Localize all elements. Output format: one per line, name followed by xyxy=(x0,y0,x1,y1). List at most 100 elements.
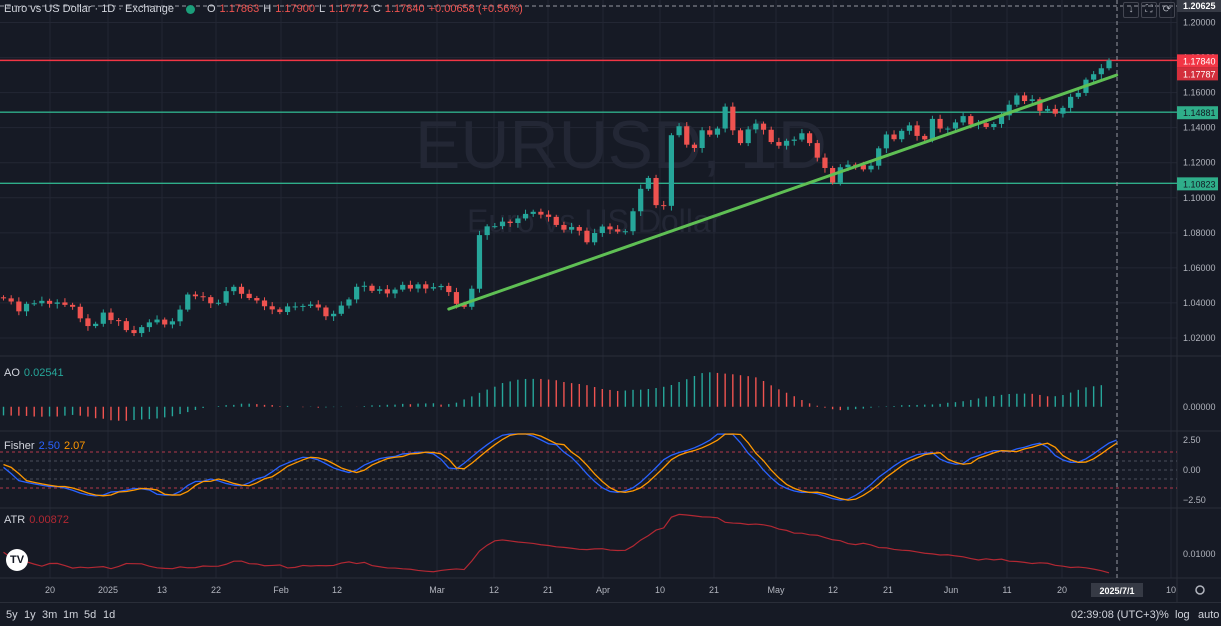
clock-timezone[interactable]: 02:39:08 (UTC+3) xyxy=(1071,609,1160,621)
candle-body xyxy=(16,301,22,312)
candle xyxy=(937,114,943,133)
range-3m-button[interactable]: 3m xyxy=(42,609,58,621)
candle-body xyxy=(960,116,966,123)
pane-controls: ↓ ⛶ ⟳ xyxy=(1123,2,1175,18)
candle xyxy=(484,224,490,240)
candle xyxy=(54,299,60,309)
candle-body xyxy=(998,115,1005,124)
range-1d-button[interactable]: 1d xyxy=(103,609,116,621)
candle xyxy=(507,219,513,227)
candle xyxy=(369,283,375,293)
time-tick-label: 10 xyxy=(655,585,665,595)
ao-legend[interactable]: AO 0.02541 xyxy=(4,367,64,379)
range-1y-button[interactable]: 1y xyxy=(24,609,36,621)
candle-body xyxy=(1006,104,1012,116)
candle xyxy=(569,222,575,234)
atr-legend[interactable]: ATR 0.00872 xyxy=(4,514,69,526)
candle xyxy=(538,208,544,219)
candle-body xyxy=(254,298,260,301)
fisher-axis-label: 0.00 xyxy=(1183,465,1201,475)
range-1m-button[interactable]: 1m xyxy=(63,609,79,621)
candle-body xyxy=(377,289,383,291)
candle xyxy=(400,281,406,292)
trendline xyxy=(447,73,1119,311)
candle xyxy=(599,224,605,237)
candle-body xyxy=(776,142,782,146)
symbol-legend[interactable]: Euro vs US Dollar · 1D · Exchange O 1.17… xyxy=(4,3,523,15)
candle-body xyxy=(530,211,536,214)
percent-scale-toggle[interactable]: % xyxy=(1159,609,1169,621)
range-5y-button[interactable]: 5y xyxy=(6,609,18,621)
candle xyxy=(438,283,444,291)
candle-body xyxy=(822,157,828,168)
ohlc-open-value: 1.17863 xyxy=(219,3,260,15)
maximize-icon[interactable]: ⛶ xyxy=(1141,2,1157,18)
ohlc-close-label: C xyxy=(372,3,381,15)
candle xyxy=(446,282,452,296)
candle xyxy=(123,318,129,333)
candle-body xyxy=(983,123,989,127)
candle xyxy=(215,299,222,306)
candle-body xyxy=(714,128,721,135)
auto-scale-toggle[interactable]: auto xyxy=(1198,609,1220,621)
candle-body xyxy=(668,135,675,206)
candle-body xyxy=(54,302,60,304)
candle xyxy=(46,298,53,308)
candle xyxy=(23,301,30,317)
time-tick-label: May xyxy=(767,585,785,595)
candle-body xyxy=(553,216,559,225)
candle xyxy=(1106,58,1112,71)
candle-body xyxy=(261,300,268,307)
candle xyxy=(338,301,344,316)
candle-body xyxy=(1044,108,1051,111)
time-tick-label: 21 xyxy=(543,585,553,595)
candle xyxy=(8,295,14,305)
candle xyxy=(699,127,705,153)
log-scale-toggle[interactable]: log xyxy=(1175,609,1190,621)
candle xyxy=(392,287,398,299)
candle xyxy=(545,210,552,222)
ao-label: AO xyxy=(4,367,20,379)
candle-body xyxy=(1052,108,1058,114)
candle-body xyxy=(691,144,698,148)
fisher-legend[interactable]: Fisher 2.50 2.07 xyxy=(4,440,85,452)
candle-body xyxy=(661,205,667,207)
candle-body xyxy=(968,116,974,125)
candle xyxy=(714,126,721,138)
candle-body xyxy=(845,164,851,168)
candle xyxy=(346,297,352,309)
candle xyxy=(584,227,590,245)
candle-body xyxy=(515,218,521,224)
candle-body xyxy=(1021,95,1028,102)
candle-body xyxy=(69,304,76,307)
range-5d-button[interactable]: 5d xyxy=(84,609,97,621)
candle xyxy=(384,285,390,298)
candle xyxy=(77,303,83,323)
candle-body xyxy=(891,134,897,140)
candle xyxy=(676,123,682,138)
tradingview-logo[interactable]: TV xyxy=(6,549,28,571)
candle-body xyxy=(277,309,283,313)
candle-body xyxy=(338,305,344,314)
fisher-axis-label: 2.50 xyxy=(1183,435,1201,445)
ohlc-low-label: L xyxy=(319,3,326,15)
candle xyxy=(791,136,797,146)
candle xyxy=(476,230,483,293)
candle-body xyxy=(23,303,30,312)
atr-label: ATR xyxy=(4,514,26,526)
candle-body xyxy=(868,165,874,170)
settings-gear-icon[interactable] xyxy=(1195,585,1205,595)
refresh-icon[interactable]: ⟳ xyxy=(1159,2,1175,18)
candle-body xyxy=(492,226,498,228)
candle-body xyxy=(791,139,797,141)
candle-body xyxy=(415,284,421,289)
candle xyxy=(653,174,659,209)
time-tick-label: 20 xyxy=(45,585,55,595)
arrow-down-icon[interactable]: ↓ xyxy=(1123,2,1139,18)
candle-body xyxy=(584,230,590,243)
candle xyxy=(85,314,91,331)
candle xyxy=(108,308,114,324)
candle xyxy=(883,131,889,154)
candle-body xyxy=(914,125,920,136)
